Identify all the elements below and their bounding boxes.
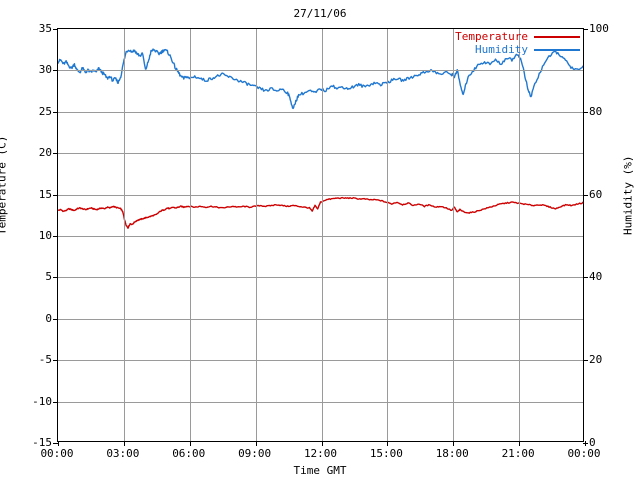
tick-left <box>53 70 58 71</box>
series-lines <box>58 48 583 229</box>
y-axis-right-ticklabel: 80 <box>589 104 603 118</box>
y-axis-right-ticklabel: 0 <box>589 436 596 449</box>
gridline-horizontal <box>58 70 583 71</box>
series-line-humidity <box>58 48 583 110</box>
legend-item-temperature: Temperature <box>455 30 580 43</box>
x-axis-ticklabel: 09:00 <box>238 447 272 460</box>
y-axis-left-ticklabel: 35 <box>38 22 52 35</box>
y-axis-left-ticklabel: -5 <box>38 353 52 367</box>
legend-label-humidity: Humidity <box>475 43 528 56</box>
tick-left <box>53 236 58 237</box>
y-axis-left-ticklabel: 25 <box>38 104 52 118</box>
gridline-horizontal <box>58 277 583 278</box>
tick-left <box>53 112 58 113</box>
y-axis-left-ticklabel: -15 <box>32 436 52 449</box>
x-axis-ticklabel: 18:00 <box>435 447 469 460</box>
tick-bottom <box>322 441 323 446</box>
chart-legend: Temperature Humidity <box>428 30 580 56</box>
tick-bottom <box>190 441 191 446</box>
tick-left <box>53 443 58 444</box>
gridline-vertical <box>387 29 388 441</box>
y-axis-left-ticklabel: -10 <box>32 394 52 408</box>
gridline-vertical <box>322 29 323 441</box>
y-axis-left-ticklabel: 20 <box>38 146 52 160</box>
gridline-vertical <box>190 29 191 441</box>
gridline-horizontal <box>58 195 583 196</box>
gridline-vertical <box>519 29 520 441</box>
y-axis-right-ticklabel: 40 <box>589 270 603 284</box>
tick-left <box>53 29 58 30</box>
tick-right <box>583 277 588 278</box>
y-axis-left-ticklabel: 5 <box>45 270 52 284</box>
tick-right <box>583 29 588 30</box>
tick-bottom <box>519 441 520 446</box>
gridline-horizontal <box>58 319 583 320</box>
gridline-horizontal <box>58 360 583 361</box>
x-axis-title: Time GMT <box>293 464 347 477</box>
tick-left <box>53 402 58 403</box>
gridline-vertical <box>124 29 125 441</box>
x-axis-ticklabel: 00:00 <box>40 447 74 460</box>
legend-label-temperature: Temperature <box>455 30 528 43</box>
tick-bottom <box>124 441 125 446</box>
y-axis-left-ticklabels: -15 -10 -5 0 5 10 15 20 25 30 35 <box>0 0 52 480</box>
tick-right <box>583 112 588 113</box>
gridline-vertical <box>453 29 454 441</box>
tick-left <box>53 319 58 320</box>
series-line-temperature <box>58 196 583 229</box>
tick-bottom <box>58 441 59 446</box>
tick-bottom <box>387 441 388 446</box>
y-axis-left-ticklabel: 0 <box>45 311 52 325</box>
x-axis-ticklabel: 15:00 <box>369 447 403 460</box>
y-axis-right-ticklabels: 0 20 40 60 80 100 <box>589 0 639 480</box>
plot-area <box>53 28 588 446</box>
gridline-horizontal <box>58 236 583 237</box>
x-axis-ticklabel: 21:00 <box>501 447 535 460</box>
gridline-vertical <box>256 29 257 441</box>
y-axis-left-ticklabel: 10 <box>38 229 52 242</box>
tick-left <box>53 195 58 196</box>
gridline-horizontal <box>58 112 583 113</box>
x-axis-ticklabel: 06:00 <box>172 447 206 460</box>
y-axis-right-ticklabel: 60 <box>589 187 603 201</box>
tick-right <box>583 360 588 361</box>
legend-item-humidity: Humidity <box>475 43 580 56</box>
tick-bottom <box>585 441 586 446</box>
gridline-horizontal <box>58 402 583 403</box>
tick-left <box>53 360 58 361</box>
y-axis-right-ticklabel: 100 <box>589 22 609 35</box>
legend-swatch-temperature <box>534 35 580 38</box>
gridline-horizontal <box>58 153 583 154</box>
tick-right <box>583 195 588 196</box>
tick-left <box>53 153 58 154</box>
x-axis-ticklabel: 00:00 <box>567 447 601 460</box>
x-axis-ticklabel: 03:00 <box>106 447 140 460</box>
y-axis-left-ticklabel: 15 <box>38 187 52 201</box>
legend-swatch-humidity <box>534 48 580 51</box>
tick-bottom <box>256 441 257 446</box>
x-axis-ticklabel: 12:00 <box>303 447 338 460</box>
tick-bottom <box>453 441 454 446</box>
y-axis-right-ticklabel: 20 <box>589 353 603 367</box>
tick-left <box>53 277 58 278</box>
y-axis-left-ticklabel: 30 <box>38 63 52 77</box>
chart-title: 27/11/06 <box>293 7 347 20</box>
